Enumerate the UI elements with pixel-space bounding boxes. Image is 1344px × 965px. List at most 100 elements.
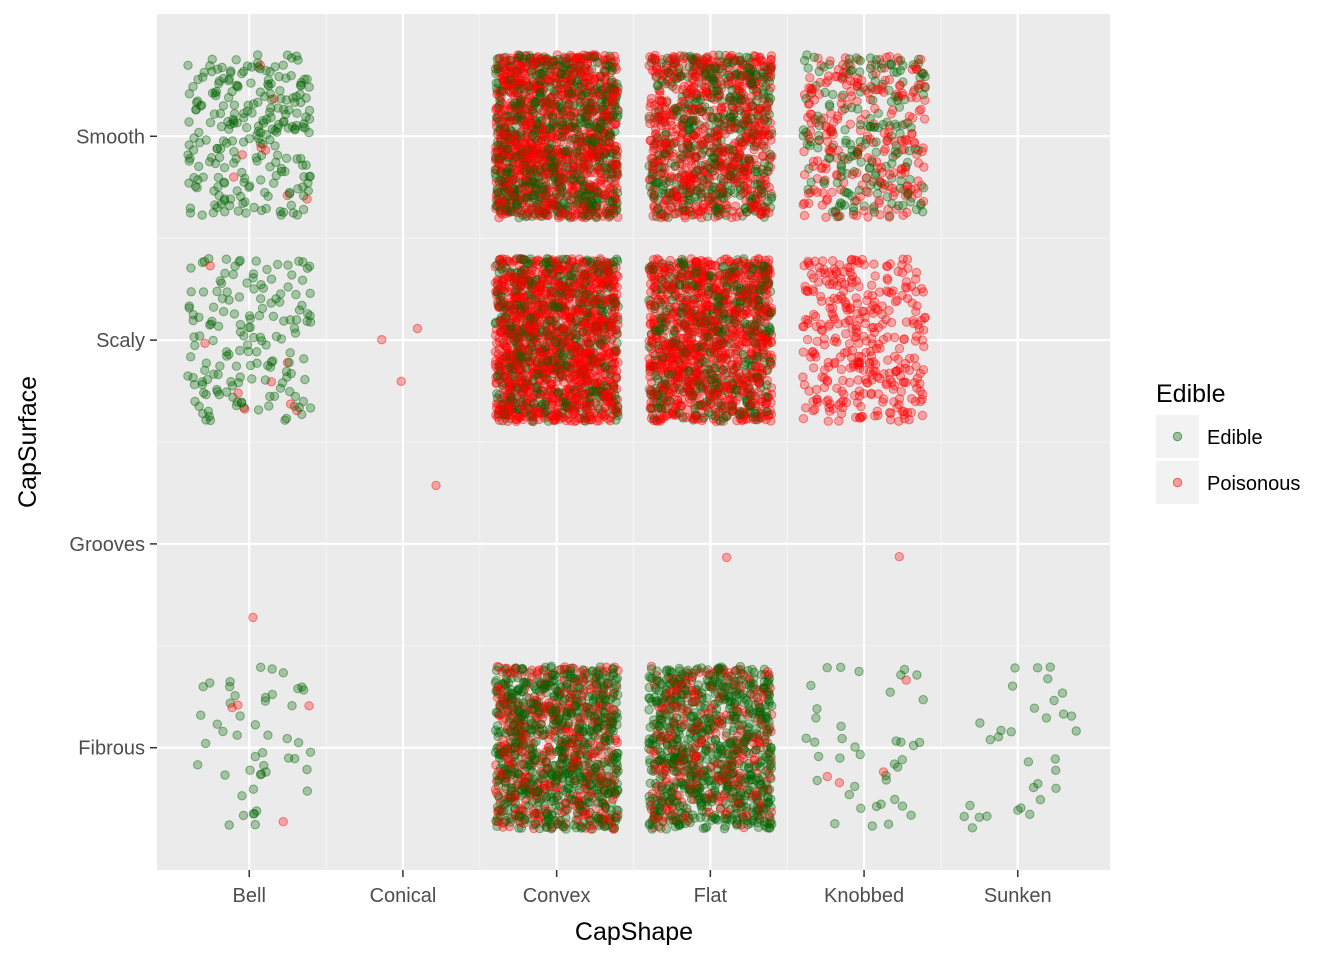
- point-poisonous: [413, 324, 421, 332]
- point-edible: [1050, 696, 1058, 704]
- point-edible: [1044, 675, 1052, 683]
- point-poisonous: [907, 408, 915, 416]
- point-edible: [288, 271, 296, 279]
- point-poisonous: [806, 74, 814, 82]
- point-poisonous: [824, 417, 832, 425]
- point-edible: [221, 269, 229, 277]
- point-poisonous: [858, 181, 866, 189]
- point-edible: [249, 785, 257, 793]
- point-edible: [720, 825, 728, 833]
- point-poisonous: [279, 818, 287, 826]
- point-poisonous: [885, 76, 893, 84]
- point-edible: [208, 55, 216, 63]
- point-poisonous: [613, 330, 621, 338]
- point-edible: [813, 705, 821, 713]
- point-edible: [1067, 712, 1075, 720]
- point-edible: [806, 141, 814, 149]
- point-poisonous: [721, 201, 729, 209]
- point-edible: [983, 812, 991, 820]
- point-poisonous: [800, 199, 808, 207]
- point-edible: [225, 821, 233, 829]
- point-poisonous: [860, 207, 868, 215]
- point-edible: [306, 748, 314, 756]
- point-edible: [243, 123, 251, 131]
- point-edible: [837, 722, 845, 730]
- point-edible: [1014, 806, 1022, 814]
- point-poisonous: [201, 339, 209, 347]
- point-edible: [225, 93, 233, 101]
- point-edible: [257, 663, 265, 671]
- point-edible: [263, 265, 271, 273]
- point-edible: [235, 293, 243, 301]
- point-poisonous: [895, 417, 903, 425]
- point-edible: [245, 312, 253, 320]
- point-poisonous: [902, 318, 910, 326]
- point-edible: [199, 288, 207, 296]
- point-poisonous: [847, 92, 855, 100]
- point-edible: [284, 283, 292, 291]
- point-edible: [239, 811, 247, 819]
- point-edible: [219, 307, 227, 315]
- point-edible: [1046, 663, 1054, 671]
- point-edible: [268, 665, 276, 673]
- point-poisonous: [812, 385, 820, 393]
- point-edible: [261, 697, 269, 705]
- point-edible: [303, 787, 311, 795]
- point-edible: [197, 711, 205, 719]
- point-edible: [1024, 758, 1032, 766]
- point-edible: [266, 392, 274, 400]
- point-edible: [269, 312, 277, 320]
- point-edible: [1072, 727, 1080, 735]
- point-edible: [276, 384, 284, 392]
- point-edible: [813, 776, 821, 784]
- point-edible: [851, 743, 859, 751]
- point-edible: [232, 56, 240, 64]
- point-poisonous: [809, 364, 817, 372]
- point-edible: [195, 162, 203, 170]
- point-edible: [201, 739, 209, 747]
- point-edible: [209, 303, 217, 311]
- point-poisonous: [879, 398, 887, 406]
- point-edible: [814, 144, 822, 152]
- point-edible: [975, 813, 983, 821]
- point-poisonous: [918, 411, 926, 419]
- point-edible: [253, 348, 261, 356]
- point-edible: [251, 820, 259, 828]
- point-poisonous: [875, 199, 883, 207]
- point-edible: [230, 310, 238, 318]
- point-edible: [294, 739, 302, 747]
- point-edible: [215, 77, 223, 85]
- point-poisonous: [835, 417, 843, 425]
- point-edible: [191, 397, 199, 405]
- point-edible: [807, 681, 815, 689]
- point-edible: [191, 341, 199, 349]
- point-edible: [217, 279, 225, 287]
- point-edible: [1036, 796, 1044, 804]
- point-edible: [247, 79, 255, 87]
- point-edible: [851, 782, 859, 790]
- point-poisonous: [837, 365, 845, 373]
- point-edible: [242, 209, 250, 217]
- point-poisonous: [917, 55, 925, 63]
- point-edible: [209, 336, 217, 344]
- point-edible: [189, 374, 197, 382]
- point-poisonous: [846, 378, 854, 386]
- point-edible: [976, 719, 984, 727]
- point-poisonous: [876, 211, 884, 219]
- point-edible: [960, 812, 968, 820]
- point-edible: [898, 802, 906, 810]
- point-edible: [214, 370, 222, 378]
- point-edible: [890, 760, 898, 768]
- point-poisonous: [799, 415, 807, 423]
- point-edible: [232, 362, 240, 370]
- point-edible: [811, 738, 819, 746]
- point-edible: [286, 190, 294, 198]
- point-poisonous: [871, 272, 879, 280]
- point-edible: [253, 359, 261, 367]
- point-edible: [282, 154, 290, 162]
- point-edible: [185, 302, 193, 310]
- point-poisonous: [846, 120, 854, 128]
- point-edible: [284, 754, 292, 762]
